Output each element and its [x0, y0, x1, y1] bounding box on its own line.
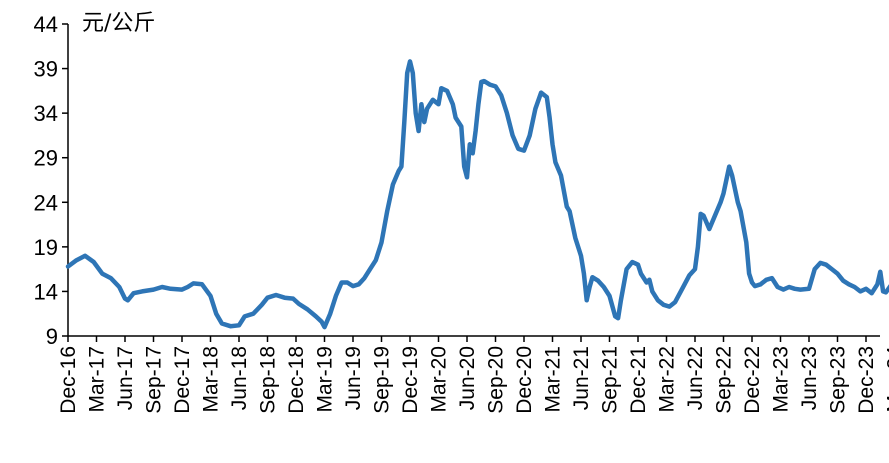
x-tick-label: Jun-18 — [228, 346, 251, 410]
x-tick-label: Mar-22 — [656, 346, 679, 413]
x-tick-label: Sep-19 — [371, 346, 394, 414]
x-tick-label: Sep-18 — [257, 346, 280, 414]
x-tick-label: Jun-19 — [342, 346, 365, 410]
x-tick-label: Dec-21 — [627, 346, 650, 414]
y-tick-label: 44 — [34, 12, 58, 37]
x-tick-label: Dec-22 — [741, 346, 764, 414]
x-tick-label: Dec-18 — [285, 346, 308, 414]
x-tick-label: Mar-21 — [542, 346, 565, 413]
x-tick-label: Jun-17 — [114, 346, 137, 410]
x-tick-label: Mar-20 — [428, 346, 451, 413]
x-tick-label: Dec-17 — [171, 346, 194, 414]
x-tick-label: Dec-23 — [855, 346, 878, 414]
x-tick-label: Sep-17 — [143, 346, 166, 414]
x-tick-label: Mar-23 — [770, 346, 793, 413]
x-tick-label: Mar-24 — [884, 346, 889, 413]
x-tick-label: Jun-21 — [570, 346, 593, 410]
x-tick-label: Mar-17 — [86, 346, 109, 413]
y-tick-label: 9 — [46, 324, 58, 349]
y-tick-label: 34 — [34, 101, 58, 126]
x-tick-label: Sep-21 — [599, 346, 622, 414]
y-tick-label: 24 — [34, 190, 58, 215]
x-tick-label: Dec-19 — [399, 346, 422, 414]
y-tick-label: 39 — [34, 57, 58, 82]
x-tick-label: Sep-22 — [713, 346, 736, 414]
x-tick-label: Jun-22 — [684, 346, 707, 410]
x-tick-label: Sep-23 — [827, 346, 850, 414]
x-tick-label: Mar-19 — [314, 346, 337, 413]
x-tick-label: Mar-18 — [200, 346, 223, 413]
x-tick-label: Sep-20 — [485, 346, 508, 414]
x-axis-ticks: Dec-16 Mar-17 Jun-17 Sep-17 Dec-17 Mar-18 Jun-… — [57, 336, 889, 414]
y-tick-label: 29 — [34, 146, 58, 171]
y-tick-label: 14 — [34, 279, 58, 304]
y-axis-unit-label: 元/公斤 — [82, 11, 155, 36]
x-tick-label: Jun-23 — [798, 346, 821, 410]
y-tick-label: 19 — [34, 235, 58, 260]
x-tick-label: Dec-20 — [513, 346, 536, 414]
x-tick-label: Dec-16 — [57, 346, 80, 414]
series-line — [65, 59, 889, 330]
x-tick-label: Jun-20 — [456, 346, 479, 410]
y-axis-ticks: 9 14 19 24 29 34 39 44 — [34, 12, 68, 349]
